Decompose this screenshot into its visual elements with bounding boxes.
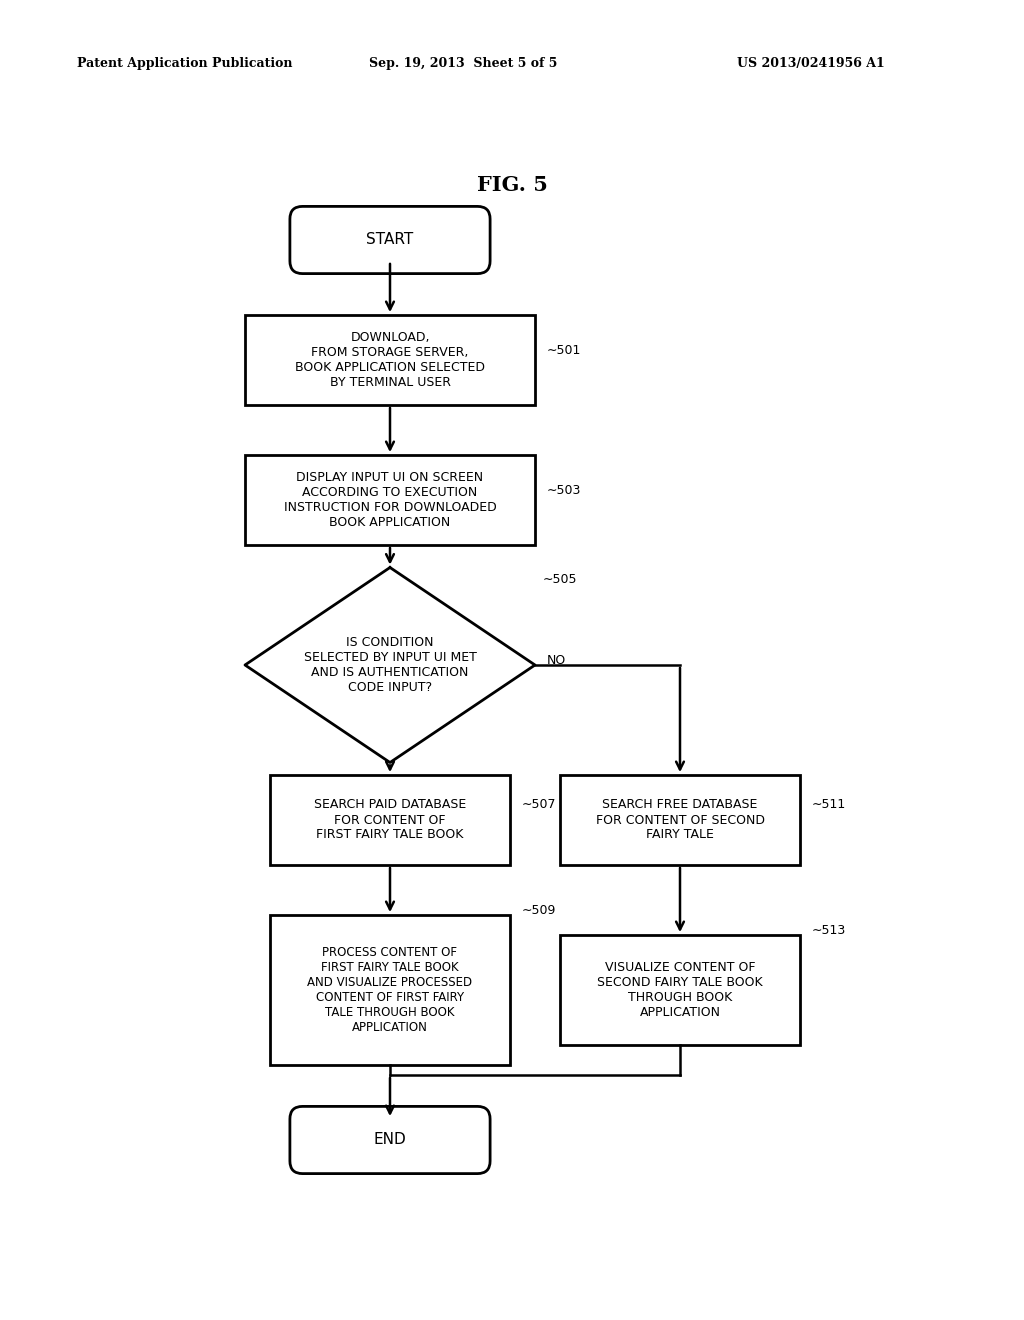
Text: US 2013/0241956 A1: US 2013/0241956 A1 bbox=[737, 57, 885, 70]
Text: SEARCH FREE DATABASE
FOR CONTENT OF SECOND
FAIRY TALE: SEARCH FREE DATABASE FOR CONTENT OF SECO… bbox=[596, 799, 765, 842]
Text: PROCESS CONTENT OF
FIRST FAIRY TALE BOOK
AND VISUALIZE PROCESSED
CONTENT OF FIRS: PROCESS CONTENT OF FIRST FAIRY TALE BOOK… bbox=[307, 946, 472, 1034]
Bar bbox=[270, 915, 510, 1065]
Text: SEARCH PAID DATABASE
FOR CONTENT OF
FIRST FAIRY TALE BOOK: SEARCH PAID DATABASE FOR CONTENT OF FIRS… bbox=[314, 799, 466, 842]
FancyBboxPatch shape bbox=[290, 206, 490, 273]
Text: ∼513: ∼513 bbox=[812, 924, 846, 936]
Text: IS CONDITION
SELECTED BY INPUT UI MET
AND IS AUTHENTICATION
CODE INPUT?: IS CONDITION SELECTED BY INPUT UI MET AN… bbox=[303, 636, 476, 694]
Text: FIG. 5: FIG. 5 bbox=[476, 176, 548, 195]
Text: ∼501: ∼501 bbox=[547, 343, 582, 356]
Bar bbox=[245, 455, 535, 545]
FancyBboxPatch shape bbox=[290, 1106, 490, 1173]
Text: NO: NO bbox=[547, 653, 566, 667]
Text: ∼503: ∼503 bbox=[547, 483, 582, 496]
Text: ∼509: ∼509 bbox=[522, 903, 556, 916]
Text: START: START bbox=[367, 232, 414, 248]
Text: ∼507: ∼507 bbox=[522, 799, 556, 812]
Text: Sep. 19, 2013  Sheet 5 of 5: Sep. 19, 2013 Sheet 5 of 5 bbox=[369, 57, 557, 70]
Text: VISUALIZE CONTENT OF
SECOND FAIRY TALE BOOK
THROUGH BOOK
APPLICATION: VISUALIZE CONTENT OF SECOND FAIRY TALE B… bbox=[597, 961, 763, 1019]
Polygon shape bbox=[245, 568, 535, 763]
Text: YES: YES bbox=[400, 780, 424, 793]
Text: DOWNLOAD,
FROM STORAGE SERVER,
BOOK APPLICATION SELECTED
BY TERMINAL USER: DOWNLOAD, FROM STORAGE SERVER, BOOK APPL… bbox=[295, 331, 485, 389]
Bar bbox=[560, 775, 800, 865]
Text: ∼511: ∼511 bbox=[812, 799, 846, 812]
Text: DISPLAY INPUT UI ON SCREEN
ACCORDING TO EXECUTION
INSTRUCTION FOR DOWNLOADED
BOO: DISPLAY INPUT UI ON SCREEN ACCORDING TO … bbox=[284, 471, 497, 529]
Bar bbox=[270, 775, 510, 865]
Text: ∼505: ∼505 bbox=[543, 573, 578, 586]
Bar bbox=[245, 315, 535, 405]
Text: END: END bbox=[374, 1133, 407, 1147]
Bar bbox=[560, 935, 800, 1045]
Text: Patent Application Publication: Patent Application Publication bbox=[77, 57, 292, 70]
